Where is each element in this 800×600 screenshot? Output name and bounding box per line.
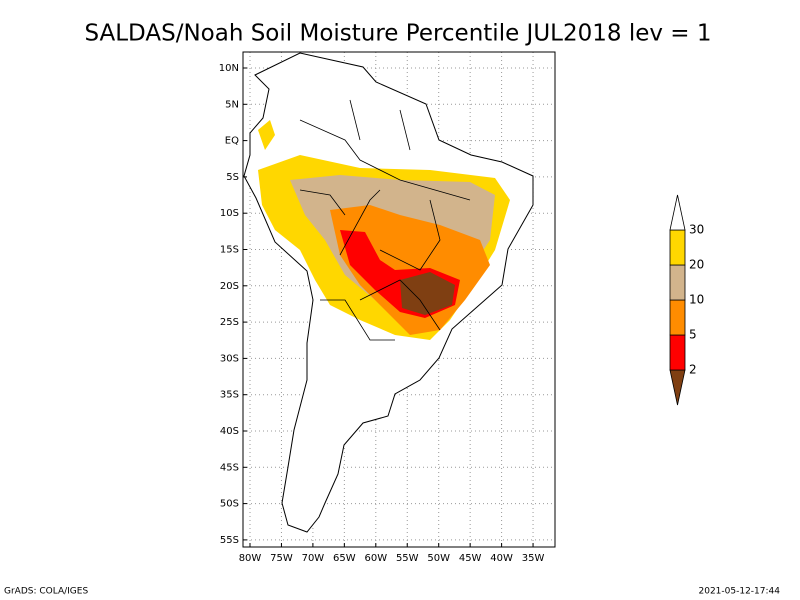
ticks: 10N 5N EQ 5S 10S 15S 20S 25S 30S 35S 40S 45S 50S 55S8…	[219, 63, 545, 564]
lat-label: 15S	[220, 245, 239, 256]
footer-right: 2021-05-12-17:44	[699, 587, 781, 597]
colorbar-segment	[669, 299, 686, 336]
lat-label: 40S	[220, 426, 239, 437]
colorbar-label: 5	[689, 328, 697, 342]
borders	[299, 99, 471, 341]
brown-region	[400, 272, 455, 315]
lat-label: 35S	[220, 390, 239, 401]
colorbar-label: 10	[689, 293, 704, 307]
lat-label: 5N	[225, 99, 239, 110]
lat-label: EQ	[225, 136, 239, 147]
lat-label: 10S	[220, 208, 239, 219]
lat-label: 50S	[220, 499, 239, 510]
lon-label: 70W	[302, 553, 325, 564]
lon-label: 80W	[239, 553, 262, 564]
colorbar-label: 30	[689, 223, 704, 237]
colorbar-segment	[669, 369, 686, 406]
map-shapes	[243, 52, 534, 533]
colorbar: 2 5 10 20 30	[669, 194, 704, 406]
colorbar-label: 20	[689, 258, 704, 272]
lat-label: 20S	[220, 281, 239, 292]
map-frame	[242, 51, 556, 548]
lon-label: 55W	[396, 553, 419, 564]
lon-label: 65W	[333, 553, 356, 564]
lat-label: 10N	[219, 63, 239, 74]
lat-label: 30S	[220, 353, 239, 364]
colorbar-label: 2	[689, 363, 697, 377]
colorbar-segment	[669, 194, 686, 231]
lon-label: 50W	[427, 553, 450, 564]
yellow-spot	[258, 120, 275, 150]
lat-label: 25S	[220, 317, 239, 328]
footer-left: GrADS: COLA/IGES	[4, 587, 88, 597]
colorbar-segment	[669, 334, 686, 371]
colorbar-segment	[669, 229, 686, 266]
lat-label: 55S	[220, 535, 239, 546]
lon-label: 45W	[459, 553, 482, 564]
lon-label: 75W	[270, 553, 293, 564]
map-title: SALDAS/Noah Soil Moisture Percentile JUL…	[84, 21, 711, 47]
lat-label: 45S	[220, 462, 239, 473]
lat-label: 5S	[226, 172, 239, 183]
colorbar-segment	[669, 264, 686, 301]
lon-label: 35W	[522, 553, 545, 564]
lon-label: 60W	[364, 553, 387, 564]
lon-label: 40W	[490, 553, 513, 564]
